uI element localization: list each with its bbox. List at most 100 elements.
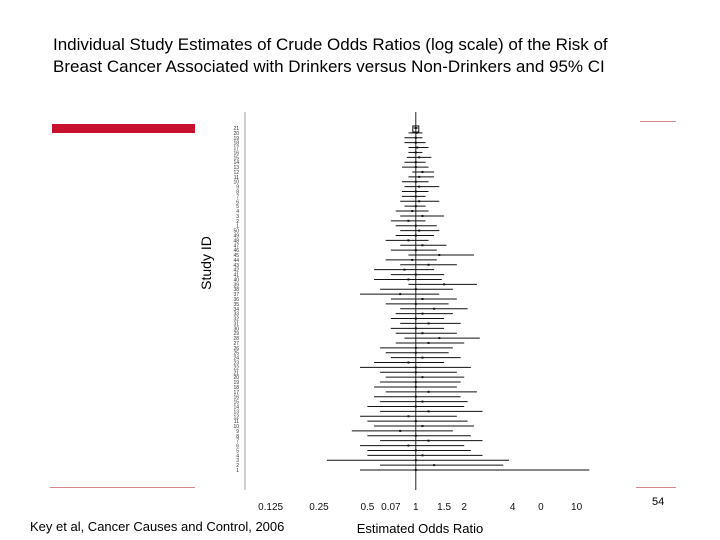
summary-marker <box>412 125 420 133</box>
citation: Key et al, Cancer Causes and Control, 20… <box>30 519 285 534</box>
study-id-label: 17 <box>233 390 239 396</box>
x-tick-label: 0 <box>538 502 544 513</box>
point-estimate-12 <box>414 180 417 183</box>
study-id-label: 25 <box>233 351 239 357</box>
study-id-label: 41 <box>233 273 239 279</box>
point-estimate-70 <box>433 464 436 467</box>
point-estimate-1 <box>414 127 417 129</box>
study-id-label: 10 <box>233 424 239 430</box>
x-tick-label: 2 <box>461 502 467 513</box>
study-id-label: 49 <box>233 233 239 239</box>
point-estimate-21 <box>414 224 417 227</box>
x-tick-label: 10 <box>571 502 583 513</box>
point-estimate-5 <box>416 146 419 149</box>
top-rule <box>640 121 676 122</box>
study-id-label: 40 <box>233 277 239 283</box>
study-id-label: 34 <box>233 307 239 313</box>
study-id-label: 4 <box>236 209 239 215</box>
study-id-label: 17 <box>233 146 239 152</box>
study-id-label: 48 <box>233 238 239 244</box>
point-estimate-40 <box>414 317 417 320</box>
point-estimate-27 <box>438 254 441 257</box>
point-estimate-34 <box>414 288 417 291</box>
point-estimate-28 <box>411 258 414 261</box>
point-estimate-39 <box>421 312 424 315</box>
point-estimate-38 <box>433 307 436 310</box>
point-estimate-32 <box>407 278 410 281</box>
point-estimate-57 <box>421 400 424 403</box>
forest-plot-figure: Study ID Estimated Odds Ratio 21 20 19 18 17… <box>195 98 635 538</box>
study-id-label: 22 <box>233 365 239 371</box>
point-estimate-26 <box>414 249 417 252</box>
study-id-label: 13 <box>233 409 239 415</box>
study-id-label: 2 <box>236 463 239 469</box>
slide-title: Individual Study Estimates of Crude Odds… <box>53 35 608 76</box>
study-id-label: 6 <box>236 444 239 450</box>
page-number: 54 <box>652 496 665 508</box>
title-accent-bar <box>52 124 212 133</box>
point-estimate-19 <box>421 214 424 217</box>
point-estimate-14 <box>414 190 417 193</box>
study-id-label: 42 <box>233 268 239 274</box>
study-id-label: 8 <box>236 190 239 196</box>
study-id-label: 30 <box>233 326 239 332</box>
point-estimate-11 <box>418 175 421 178</box>
y-axis-label: Study ID <box>198 236 214 290</box>
point-estimate-48 <box>421 356 424 359</box>
study-id-label: 10 <box>233 180 239 186</box>
study-id-label: 23 <box>233 361 239 367</box>
point-estimate-45 <box>427 341 430 344</box>
point-estimate-25 <box>421 244 424 247</box>
study-id-label: 19 <box>233 136 239 142</box>
point-estimate-69 <box>414 459 417 462</box>
point-estimate-24 <box>407 239 410 242</box>
point-estimate-7 <box>418 156 421 159</box>
x-tick-label: 1.5 <box>437 502 451 513</box>
point-estimate-65 <box>427 439 430 442</box>
study-id-label: 28 <box>233 336 239 342</box>
study-id-label: 15 <box>233 155 239 161</box>
study-id-label: 5 <box>236 204 239 210</box>
point-estimate-35 <box>399 293 402 296</box>
study-id-label: 47 <box>233 243 239 249</box>
point-estimate-29 <box>427 263 430 266</box>
study-id-label: 21 <box>233 370 239 376</box>
study-id-label: 2 <box>236 219 239 225</box>
study-id-label: 44 <box>233 258 239 264</box>
study-id-label: 1 <box>236 468 239 474</box>
point-estimate-18 <box>411 210 414 213</box>
point-estimate-51 <box>414 371 417 374</box>
study-id-label: 6 <box>236 199 239 205</box>
study-id-label: 50 <box>233 229 239 235</box>
x-tick-label: 0.07 <box>381 502 401 513</box>
point-estimate-56 <box>414 395 417 398</box>
point-estimate-43 <box>421 332 424 335</box>
point-estimate-23 <box>414 234 417 237</box>
point-estimate-54 <box>414 385 417 388</box>
x-tick-label: 0.125 <box>258 502 283 513</box>
study-id-label: 18 <box>233 141 239 147</box>
point-estimate-20 <box>407 219 410 222</box>
study-id-label: 16 <box>233 395 239 401</box>
x-tick-label: 0.5 <box>360 502 374 513</box>
point-estimate-67 <box>414 449 417 452</box>
study-id-label: 8 <box>236 434 239 440</box>
point-estimate-55 <box>427 390 430 393</box>
study-id-label: 19 <box>233 380 239 386</box>
study-id-label: 21 <box>233 126 239 132</box>
point-estimate-50 <box>414 366 417 369</box>
point-estimate-49 <box>407 361 410 364</box>
point-estimate-53 <box>414 381 417 384</box>
point-estimate-59 <box>427 410 430 413</box>
point-estimate-41 <box>427 322 430 325</box>
study-id-label: 13 <box>233 165 239 171</box>
study-id-label: 5 <box>236 448 239 454</box>
point-estimate-31 <box>414 273 417 276</box>
point-estimate-47 <box>414 351 417 354</box>
point-estimate-10 <box>421 170 424 173</box>
study-id-label: 9 <box>236 429 239 435</box>
study-id-label: 33 <box>233 312 239 318</box>
point-estimate-30 <box>403 268 406 271</box>
study-id-label: 20 <box>233 375 239 381</box>
point-estimate-8 <box>414 161 417 164</box>
